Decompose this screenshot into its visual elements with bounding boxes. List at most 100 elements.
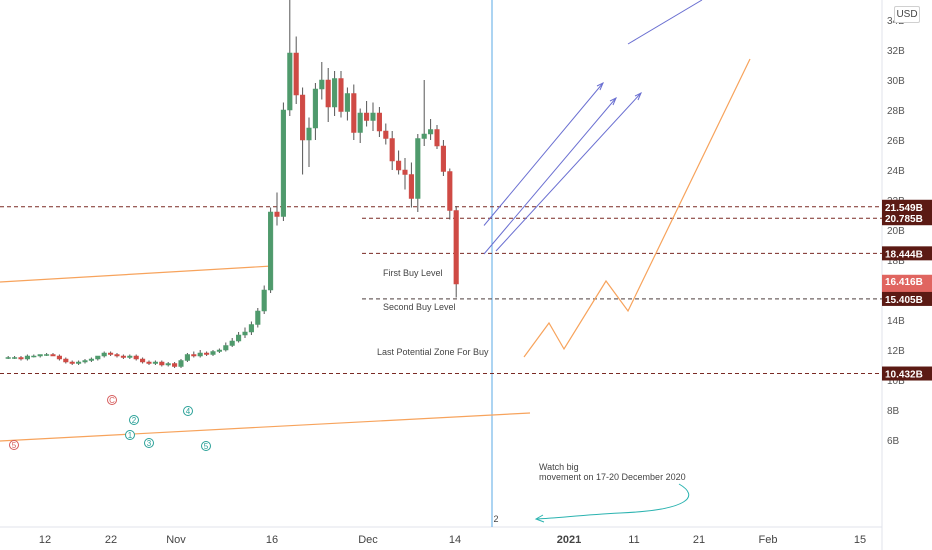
candle-body	[242, 331, 248, 336]
candle-body	[338, 78, 344, 112]
channel-line-top	[627, 0, 703, 45]
y-tick-label: 24B	[887, 166, 905, 177]
wave-label: 1	[128, 431, 133, 440]
candle-body	[223, 345, 229, 351]
level-badge: 21.549B	[885, 203, 923, 214]
candle-body	[344, 93, 350, 112]
wave-label-circle	[129, 415, 139, 425]
candle-body	[101, 352, 107, 357]
candle-body	[216, 349, 222, 352]
candle-body	[56, 355, 62, 360]
candle-body	[108, 352, 114, 355]
candle-body	[434, 129, 440, 147]
candle-body	[268, 211, 274, 291]
candle-body	[332, 78, 338, 108]
y-tick-label: 32B	[887, 46, 905, 57]
y-tick-label: 6B	[887, 436, 900, 447]
candle-body	[293, 52, 299, 96]
orange-trendline-upper	[0, 265, 273, 283]
candle-body	[165, 363, 171, 366]
candle-body	[146, 361, 152, 364]
level-badge: 18.444B	[885, 249, 923, 260]
x-tick-label: 11	[628, 534, 639, 546]
wave-label-circle	[9, 440, 19, 450]
candle-body	[152, 361, 158, 364]
channel-line-2	[483, 97, 617, 255]
candle-body	[274, 211, 280, 217]
wave-label-circle	[107, 395, 117, 405]
y-tick-label: 8B	[887, 406, 900, 417]
candle-body	[376, 112, 382, 132]
watch-arrow	[535, 483, 690, 520]
x-tick-label: Feb	[759, 534, 778, 546]
candle-body	[255, 310, 261, 325]
candle-body	[82, 360, 88, 363]
candle-body	[408, 174, 414, 199]
candle-body	[389, 138, 395, 162]
candle-body	[300, 94, 306, 141]
candle-body	[95, 355, 101, 360]
level-badge: 20.785B	[885, 214, 923, 225]
candle-body	[210, 351, 216, 355]
wave-label: 5	[12, 441, 17, 450]
candle-body	[76, 361, 82, 364]
candle-body	[236, 334, 242, 342]
first-buy-label: First Buy Level	[383, 268, 443, 278]
candle-body	[197, 352, 203, 357]
candle-body	[364, 112, 370, 121]
candle-body	[306, 127, 312, 141]
candle-body	[280, 109, 286, 217]
candle-body	[204, 352, 210, 355]
candle-body	[402, 169, 408, 175]
level-badge-bg	[882, 246, 932, 261]
y-tick-label: 26B	[887, 136, 905, 147]
y-tick-label: 28B	[887, 106, 905, 117]
candle-body	[428, 129, 434, 135]
candle-body	[88, 358, 94, 361]
candle-body	[396, 160, 402, 171]
channel-line-3	[495, 92, 642, 252]
x-tick-label: 22	[105, 534, 117, 546]
candle-body	[325, 79, 331, 108]
second-buy-label: Second Buy Level	[383, 302, 456, 312]
watch-note-line2: movement on 17-20 December 2020	[539, 472, 686, 482]
candle-body	[5, 357, 11, 359]
candle-body	[383, 130, 389, 139]
candle-body	[184, 354, 190, 361]
x-tick-label: Dec	[358, 534, 378, 546]
x-tick-label: Nov	[166, 534, 186, 546]
wave-label-circle	[201, 441, 211, 451]
watch-note-line1: Watch big	[539, 462, 579, 472]
orange-trendline-lower	[0, 412, 531, 442]
candle-body	[37, 354, 43, 357]
wave-label: C	[109, 396, 115, 405]
wave-label: 5	[204, 442, 209, 451]
candle-body	[69, 361, 75, 364]
currency-button[interactable]: USD	[894, 6, 920, 23]
candle-body	[133, 355, 139, 360]
candle-body	[440, 145, 446, 172]
candle-body	[351, 93, 357, 133]
wave-label-circle	[183, 406, 193, 416]
wave-label-circle	[144, 438, 154, 448]
level-badge-bg	[882, 366, 932, 381]
x-tick-label: 2021	[557, 534, 581, 546]
candle-body	[12, 357, 18, 359]
x-tick-label: 16	[266, 534, 278, 546]
level-badge-bg	[882, 211, 932, 226]
candle-body	[172, 363, 178, 367]
channel-arrow-1	[596, 81, 604, 91]
candle-body	[248, 324, 254, 333]
candle-body	[229, 340, 235, 346]
y-tick-label: 10B	[887, 376, 905, 387]
channel-arrow-3	[634, 91, 642, 101]
vertical-line-marker: 2	[493, 514, 498, 524]
y-tick-label: 30B	[887, 76, 905, 87]
candle-body	[261, 289, 267, 312]
y-tick-label: 12B	[887, 346, 905, 357]
candle-body	[24, 355, 30, 360]
candle-body	[370, 112, 376, 121]
last-zone-label: Last Potential Zone For Buy	[377, 347, 489, 357]
x-tick-label: 14	[449, 534, 461, 546]
